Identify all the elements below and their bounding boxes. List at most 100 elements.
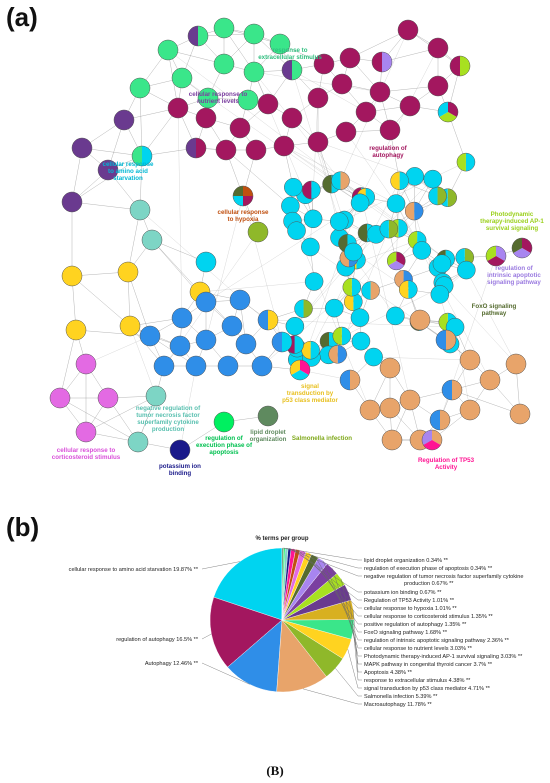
network-node [344,242,363,262]
network-node [387,251,406,271]
network-node [237,89,259,111]
network-node [285,316,305,336]
network-node [386,306,405,326]
network-node [379,357,401,379]
network-node [350,193,370,213]
network-group-label: cellular response to hypoxia [218,209,269,223]
network-node [129,199,151,221]
network-group-label: lipid droplet organization [250,429,287,443]
pie-slice-label: MAPK pathway in congenital thyroid cance… [364,662,493,668]
network-group-label: cellular response to amino acid starvation [103,161,154,182]
pie-slice-label: potassium ion binding 0.67% ** [364,590,442,596]
pie-leader-line [282,547,362,561]
network-node [427,75,449,97]
network-node [371,51,393,73]
pie-slice-label: cellular response to amino acid starvati… [69,567,199,573]
pie-leader-line [302,688,362,705]
network-node [369,81,391,103]
network-group-label: Regulation of TP53 Activity [418,457,475,471]
network-node [427,37,449,59]
pie-slice-label: Apoptosis 4.38% ** [364,670,413,676]
network-edge [340,29,409,181]
pie-slice-label: negative regulation of tumor necrosis fa… [364,574,524,587]
network-group-label: Photodynamic therapy-induced AP-1 survival… [480,211,544,232]
pie-slice-label: Macroautophagy 11.78% ** [364,702,433,708]
network-node [139,325,161,347]
pie-leader-line [348,592,362,665]
network-node [351,331,371,351]
pie-leader-line [201,662,250,685]
network-node [215,139,237,161]
network-node [381,429,403,451]
network-group-label: regulation of autophagy [369,145,407,159]
network-node [355,101,377,123]
pie-leader-line [322,560,362,641]
pie-slice-label: signal transduction by p53 class mediato… [364,686,491,692]
network-node [61,191,83,213]
pie-leader-lines [201,547,362,705]
network-node [287,221,306,240]
pie-slice-label: cellular response to corticosteroid stim… [364,614,494,620]
network-edge [127,209,141,273]
network-node [247,221,269,243]
network-node [307,131,329,153]
network-edge [444,285,517,365]
network-node [49,387,71,409]
pie-slice [209,596,283,668]
network-node [251,355,273,377]
network-node [229,117,251,139]
network-node [325,298,344,318]
pie-leader-line [308,553,362,625]
network-node [281,59,303,81]
network-edge [310,246,451,345]
network-node [459,399,481,421]
pie-slice-label: regulation of intrinsic apoptotic signal… [364,638,510,644]
network-node [213,53,235,75]
network-node [129,77,151,99]
network-group-label: response to extracellular stimulus [258,47,322,61]
network-node [75,353,97,375]
network-group-label: Salmonella infection [292,435,352,442]
network-edge [85,395,157,433]
network-node [390,171,409,191]
network-node [379,219,399,239]
network-node [213,411,235,433]
network-nodes [49,17,533,461]
network-node [301,237,320,257]
network-edge [179,365,197,451]
network-node [195,251,217,273]
pie-labels: cellular response to amino acid starvati… [69,558,524,708]
network-node [281,107,303,129]
network-node [257,405,279,427]
figure-caption: (B) [266,763,284,778]
pie-leader-line [286,547,362,577]
network-edge [59,329,77,399]
network-node [257,309,279,331]
network-node [449,55,471,77]
network-node [97,159,119,181]
network-node [364,347,383,367]
network-edge [151,239,201,293]
network-node [117,261,139,283]
enrichment-network: response to extracellular stimulus cellula… [49,17,545,477]
network-node [301,340,320,360]
network-node [399,389,421,411]
network-node [245,139,267,161]
network-node [404,201,424,221]
network-labels: response to extracellular stimulus cellula… [52,47,545,477]
network-node [113,109,135,131]
pie-leader-line [340,578,362,657]
network-node [217,355,239,377]
network-group-label: regulation of intrinsic apoptotic signalin… [487,265,541,286]
network-edge [345,131,397,204]
network-node [430,285,450,304]
network-node [273,135,295,157]
network-node [412,241,432,260]
network-edge [349,29,409,59]
network-edge [71,201,141,211]
network-node [342,277,362,297]
network-edge [373,356,471,361]
network-edge [59,397,139,443]
network-node [423,169,443,189]
network-edge [205,195,244,341]
